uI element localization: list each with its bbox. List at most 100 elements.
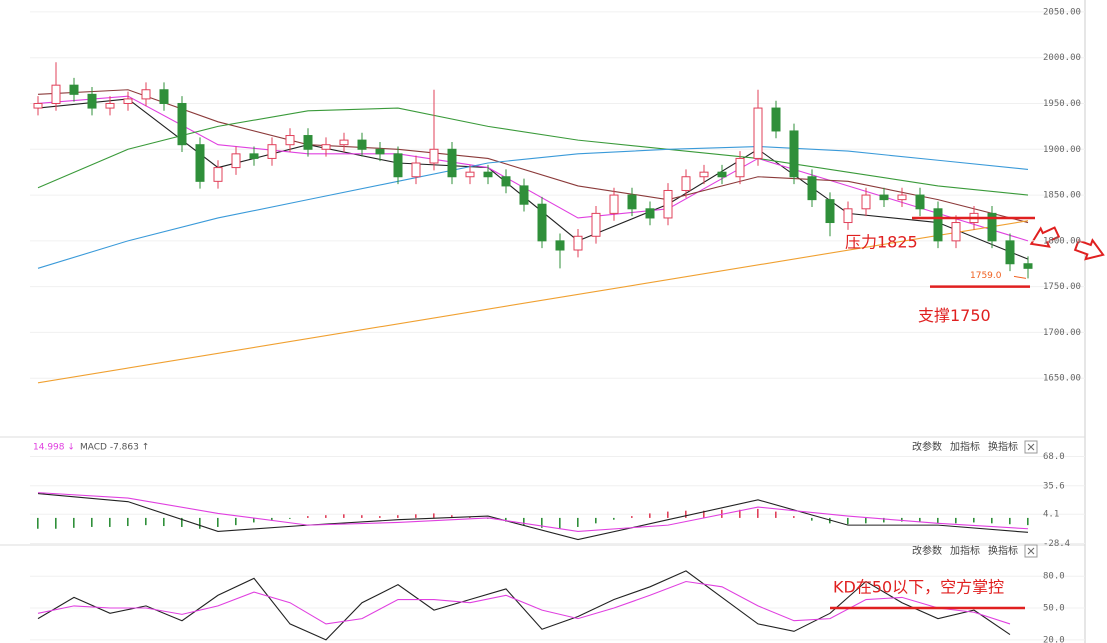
candle-body [699,171,709,178]
indicator-button[interactable]: 换指标 [988,544,1018,557]
macd-bar [109,517,111,527]
candle-body [807,176,817,201]
candle-body [357,139,367,150]
macd-bar [883,517,885,523]
indicator-line [37,220,1029,384]
candle-body [843,208,853,224]
macd-bar [379,516,381,518]
macd-bar [829,517,831,524]
candle-body [411,162,421,178]
macd-bar [307,516,309,518]
macd-bar [793,516,795,518]
macd-bar [955,517,957,524]
candle-body [933,208,943,242]
close-icon [1027,443,1035,451]
candle-body [483,171,493,178]
macd-bar [37,517,39,529]
candle-body [879,194,889,201]
candle-body [123,98,133,104]
arrow-icon [1073,238,1105,261]
macd-bar [559,517,561,529]
indicator-button[interactable]: 改参数 [912,440,942,453]
y-tick-label: 20.0 [1043,635,1065,643]
macd-bar [505,517,507,522]
macd-bar [451,515,453,518]
candle-body [915,194,925,210]
annotation-text: KD在50以下，空方掌控 [833,578,1004,597]
macd-bar [613,517,615,520]
macd-bar [1027,517,1029,526]
macd-bar [775,511,777,518]
candle-body [735,157,745,178]
candle-body [195,144,205,182]
macd-bar [199,517,201,529]
annotation-text: 压力1825 [845,232,918,251]
macd-bar [865,517,867,524]
candle-body [645,208,655,219]
macd-bar [469,517,471,518]
macd-bar [577,517,579,527]
y-tick-label: 1650.00 [1043,374,1081,384]
candle-body [33,102,43,109]
candle-body [447,148,457,178]
macd-bar [631,516,633,518]
macd-bar [343,514,345,518]
candle-body [591,212,601,237]
candle-body [951,222,961,242]
candle-body [177,102,187,146]
macd-bar [55,517,57,529]
candle-body [609,194,619,214]
macd-bar [253,517,255,523]
candle-body [987,212,997,242]
macd-bar [325,515,327,518]
indicator-line [37,95,1029,242]
y-tick-label: 50.0 [1043,604,1065,614]
low-label: 1759.0 [970,271,1002,281]
macd-bar [811,517,813,521]
macd-bar [901,517,903,522]
macd-bar [433,513,435,518]
macd-bar [271,517,273,521]
candle-body [285,135,295,146]
close-icon [1027,547,1035,555]
macd-bar [127,517,129,527]
candle-body [753,107,763,159]
candle-body [465,171,475,178]
indicator-line [37,107,1029,196]
indicator-button[interactable]: 加指标 [950,544,980,557]
macd-bar [847,517,849,525]
macd-bar [973,517,975,523]
macd-bar [397,515,399,518]
macd-legend: MACD -7.863 ↑ [80,443,149,453]
y-tick-label: 1950.00 [1043,99,1081,109]
indicator-button[interactable]: 换指标 [988,440,1018,453]
indicator-line [37,145,1029,269]
candle-body [681,176,691,191]
candle-body [267,144,277,159]
candle-body [501,176,511,187]
macd-bar [757,508,759,518]
macd-bar [937,517,939,524]
candle-body [717,171,727,178]
macd-bar [91,517,93,527]
macd-bar [703,510,705,518]
candle-body [87,93,97,109]
macd-bar [595,517,597,524]
macd-bar [73,517,75,528]
y-tick-label: 1800.00 [1043,236,1081,246]
y-tick-label: 2000.00 [1043,53,1081,63]
macd-bar [1009,517,1011,525]
candle-body [339,139,349,146]
macd-bar [235,517,237,526]
macd-bar [181,517,183,527]
candle-body [375,148,385,155]
indicator-button[interactable]: 改参数 [912,544,942,557]
y-tick-label: 1900.00 [1043,145,1081,155]
indicator-button[interactable]: 加指标 [950,440,980,453]
candle-body [231,153,241,169]
low-pointer [1013,275,1027,279]
macd-bar [289,517,291,519]
candle-body [213,167,223,182]
candle-body [321,144,331,150]
